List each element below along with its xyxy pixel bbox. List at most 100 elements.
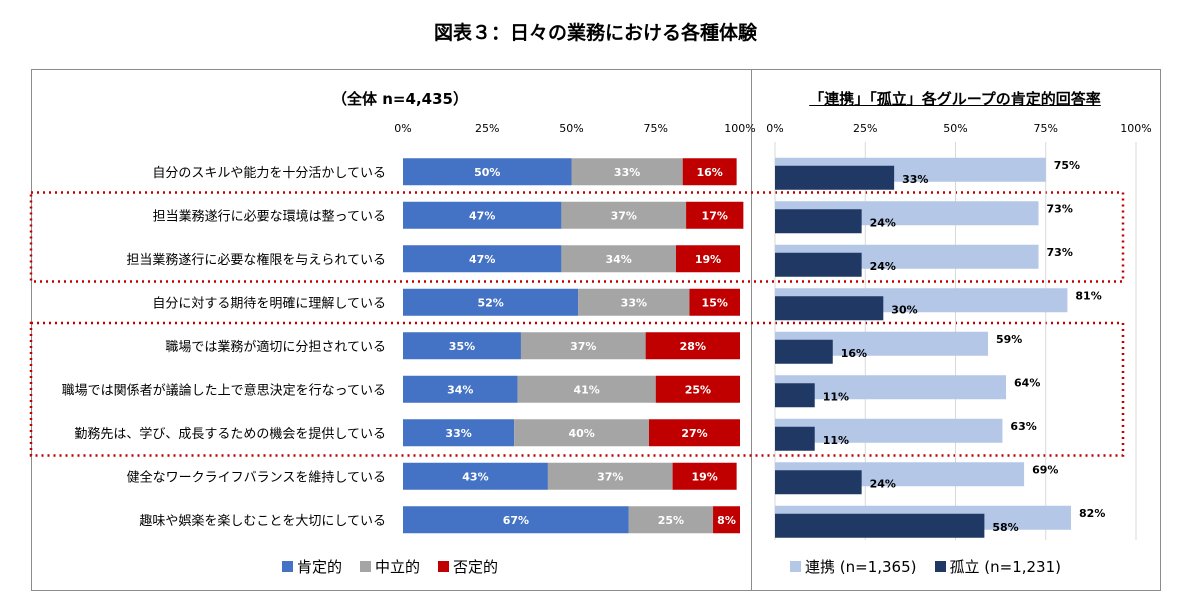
left-bar-data-label: 33% (445, 427, 471, 440)
renkei-data-label: 69% (1032, 463, 1058, 476)
renkei-data-label: 73% (1047, 246, 1073, 259)
renkei-data-label: 64% (1014, 376, 1040, 389)
left-bar-segment (547, 462, 673, 490)
left-bar-segment (672, 462, 737, 490)
right-panel-title: 「連携」「孤立」各グループの肯定的回答率 (809, 90, 1101, 108)
left-bar-segment (713, 506, 740, 534)
koritsu-data-label: 11% (823, 390, 849, 403)
left-bar-data-label: 16% (696, 166, 722, 179)
right-axis-tick-label: 50% (943, 122, 967, 135)
left-bar-segment (689, 288, 740, 316)
left-bar-data-label: 43% (462, 470, 488, 483)
category-label: 自分に対する期待を明確に理解している (152, 295, 386, 311)
legend-swatch-koritsu (934, 561, 946, 572)
koritsu-data-label: 16% (841, 347, 867, 360)
koritsu-bar (775, 339, 833, 364)
koritsu-bar (775, 513, 985, 538)
koritsu-data-label: 24% (870, 260, 896, 273)
legend-swatch-renkei (790, 561, 801, 572)
left-bar-segment (571, 158, 683, 186)
left-bar-segment (517, 375, 656, 403)
left-bar-data-label: 19% (695, 253, 721, 266)
left-bar-segment (403, 158, 572, 186)
legend-label-positive: 肯定的 (297, 558, 343, 576)
legend-koritsu: 孤立 (n=1,231) (934, 556, 1062, 577)
left-bar-data-label: 15% (702, 296, 728, 309)
renkei-data-label: 75% (1054, 159, 1080, 172)
koritsu-data-label: 30% (891, 303, 917, 316)
koritsu-bar (775, 209, 862, 234)
koritsu-data-label: 24% (870, 477, 896, 490)
legend-positive: 肯定的 (282, 556, 342, 577)
legend-neutral: 中立的 (360, 556, 420, 577)
left-bar-segment (578, 288, 690, 316)
left-bar-segment (403, 332, 521, 360)
left-bar-segment (520, 332, 646, 360)
koritsu-bar (775, 165, 895, 190)
left-bar-data-label: 41% (573, 383, 599, 396)
left-bar-segment (403, 201, 562, 229)
left-bar-data-label: 47% (469, 209, 495, 222)
right-axis-tick-label: 25% (853, 122, 877, 135)
category-label: 職場では業務が適切に分担されている (165, 339, 386, 355)
left-bar-data-label: 25% (658, 514, 684, 527)
koritsu-data-label: 24% (870, 216, 896, 229)
category-label: 趣味や娯楽を楽しむことを大切にしている (139, 513, 386, 529)
left-axis-tick-label: 75% (644, 122, 668, 135)
renkei-data-label: 81% (1075, 289, 1101, 302)
renkei-data-label: 82% (1079, 507, 1105, 520)
legend-label-koritsu: 孤立 (n=1,231) (949, 558, 1062, 576)
left-bar-data-label: 27% (681, 427, 707, 440)
koritsu-bar (775, 252, 862, 277)
right-axis-tick-label: 75% (1034, 122, 1058, 135)
left-bar-data-label: 40% (568, 427, 594, 440)
left-bar-segment (628, 506, 714, 534)
left-bar-segment (682, 158, 737, 186)
highlight-box (29, 321, 1125, 457)
renkei-data-label: 59% (996, 333, 1022, 346)
left-bar-data-label: 50% (474, 166, 500, 179)
left-axis-tick-label: 100% (724, 122, 755, 135)
right-axis-tick-label: 0% (766, 122, 783, 135)
left-bar-segment (561, 201, 687, 229)
left-axis-tick-label: 50% (559, 122, 583, 135)
renkei-data-label: 73% (1047, 202, 1073, 215)
right-legend: 連携 (n=1,365) 孤立 (n=1,231) (790, 556, 1079, 577)
left-bar-data-label: 17% (702, 209, 728, 222)
legend-swatch-negative (438, 561, 450, 572)
category-label: 担当業務遂行に必要な権限を与えられている (126, 252, 386, 268)
left-bar-data-label: 34% (447, 383, 473, 396)
left-bar-segment (649, 419, 740, 447)
koritsu-data-label: 11% (823, 434, 849, 447)
chart-title: 図表３：日々の業務における各種体験 (433, 22, 757, 44)
category-label: 職場では関係者が議論した上で意思決定を行なっている (62, 382, 386, 398)
left-bar-data-label: 67% (503, 514, 529, 527)
left-bar-data-label: 33% (614, 166, 640, 179)
left-bar-data-label: 37% (570, 340, 596, 353)
left-bar-segment (675, 245, 740, 273)
left-bar-data-label: 25% (685, 383, 711, 396)
left-bar-data-label: 37% (597, 470, 623, 483)
right-panel-frame (751, 69, 1161, 591)
legend-swatch-positive (282, 561, 293, 572)
left-bar-data-label: 47% (469, 253, 495, 266)
left-bar-segment (403, 245, 562, 273)
left-axis-tick-label: 0% (394, 122, 411, 135)
left-bar-data-label: 28% (680, 340, 706, 353)
left-bar-data-label: 8% (717, 514, 736, 527)
left-bar-segment (403, 419, 515, 447)
legend-label-negative: 否定的 (453, 558, 499, 576)
legend-label-renkei: 連携 (n=1,365) (805, 558, 917, 576)
left-bar-data-label: 19% (691, 470, 717, 483)
legend-renkei: 連携 (n=1,365) (790, 556, 917, 577)
koritsu-bar (775, 426, 815, 451)
left-bar-data-label: 35% (449, 340, 475, 353)
left-bar-segment (686, 201, 744, 229)
left-bar-data-label: 52% (477, 296, 503, 309)
left-bar-segment (514, 419, 650, 447)
left-bar-segment (403, 288, 579, 316)
category-label: 自分のスキルや能力を十分活かしている (152, 166, 386, 181)
left-panel-title: （全体 n=4,435） (332, 90, 468, 108)
koritsu-data-label: 33% (902, 173, 928, 186)
